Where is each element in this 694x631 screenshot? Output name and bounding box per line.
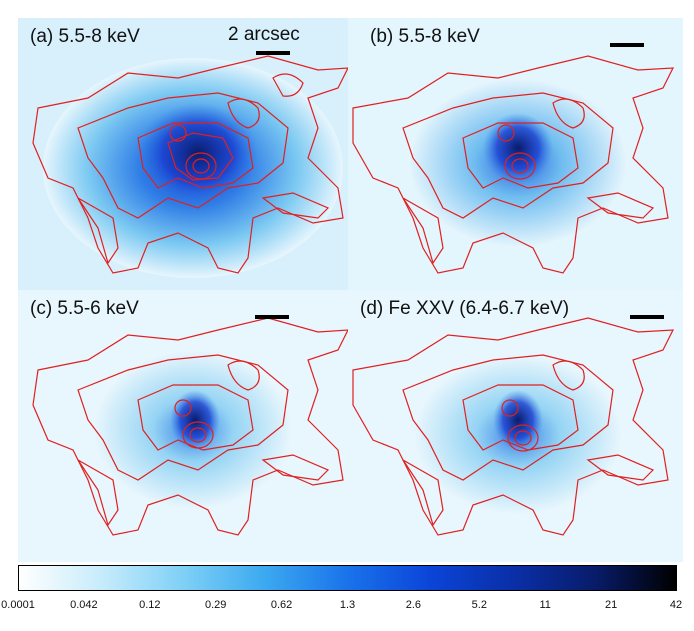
scale-bar-c: [255, 315, 289, 319]
colorbar-tick-label: 5.2: [471, 599, 487, 611]
panel-d-image: [348, 290, 683, 562]
scale-bar: [256, 51, 290, 55]
panel-d-contours: [352, 317, 674, 536]
panel-a: (a) 5.5-8 keV 2 arcsec: [18, 18, 353, 290]
panel-b-contours: [352, 55, 674, 274]
colorbar-tick-label: 0.62: [270, 599, 293, 611]
panel-a-image: [18, 18, 353, 290]
panel-c-label: (c) 5.5-6 keV: [30, 298, 139, 319]
scale-bar-d: [630, 315, 664, 319]
colorbar-tick-label: 0.0001: [1, 599, 35, 611]
panel-b: (b) 5.5-8 keV: [348, 18, 683, 290]
colorbar-tick-label: 2.6: [405, 599, 422, 611]
panel-b-label: (b) 5.5-8 keV: [370, 26, 480, 47]
panel-c: (c) 5.5-6 keV: [18, 290, 353, 562]
colorbar-tick-label: 1.3: [339, 599, 356, 611]
colorbar-tick-label: 42: [669, 599, 683, 611]
colorbar-tick-label: 21: [604, 599, 618, 611]
colorbar: [18, 565, 677, 591]
panel-c-image: [18, 290, 353, 562]
scale-bar-label: 2 arcsec: [228, 24, 300, 45]
panel-d: (d) Fe XXV (6.4-6.7 keV): [348, 290, 683, 562]
colorbar-tick-label: 0.042: [70, 599, 98, 611]
colorbar-tick-label: 11: [539, 599, 551, 611]
colorbar-tick-label: 0.29: [204, 599, 227, 611]
colorbar-tick-label: 0.12: [139, 599, 161, 611]
panel-a-label: (a) 5.5-8 keV: [30, 26, 140, 47]
panel-a-contours: [32, 55, 350, 274]
scale-bar-b: [610, 43, 644, 47]
colorbar-gradient: [19, 566, 676, 590]
panel-b-image: [348, 18, 683, 290]
panel-d-label: (d) Fe XXV (6.4-6.7 keV): [360, 298, 570, 319]
